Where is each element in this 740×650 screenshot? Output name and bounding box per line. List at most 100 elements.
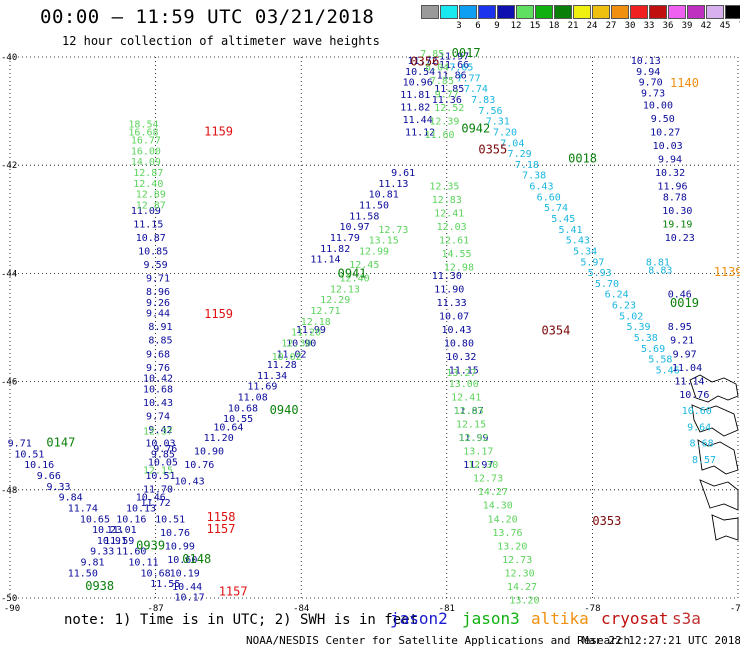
- wave-height-value: 10.32: [446, 352, 476, 363]
- wave-height-value: 11.69: [247, 382, 277, 393]
- wave-height-value: 12.73: [378, 225, 408, 236]
- wave-height-value: 10.85: [138, 246, 168, 257]
- wave-height-value: 16.00: [131, 146, 161, 157]
- wave-height-value: 13.27: [446, 368, 476, 379]
- colorbar-label: 33: [643, 21, 655, 31]
- wave-height-value: 11.04: [672, 363, 702, 374]
- wave-height-value: 7.18: [515, 160, 539, 171]
- wave-height-value: 11.33: [437, 298, 467, 309]
- satellite-label-jason2: jason2: [390, 609, 448, 628]
- wave-height-value: 5.58: [648, 355, 672, 366]
- wave-height-value: 5.41: [559, 225, 583, 236]
- wave-height-value: 18.54: [128, 119, 158, 130]
- wave-height-value: 9.94: [636, 67, 660, 78]
- wave-height-value: 8.04: [425, 63, 449, 74]
- wave-height-value: 9.21: [670, 336, 694, 347]
- wave-height-value: 12.73: [473, 474, 503, 485]
- wave-height-value: 19.19: [662, 219, 692, 230]
- wave-height-value: 10.32: [655, 168, 685, 179]
- pass-time-label: 0147: [46, 436, 75, 450]
- wave-height-value: 16.77: [131, 136, 161, 147]
- coastline-shape: [689, 374, 739, 541]
- colorbar-swatch: [687, 5, 705, 19]
- wave-height-value: 7.74: [464, 84, 488, 95]
- wave-height-value: 13.17: [463, 447, 493, 458]
- wave-height-value: 11.02: [276, 349, 306, 360]
- wave-height-value: 10.11: [128, 558, 158, 569]
- wave-height-value: 14.55: [441, 249, 471, 260]
- wave-height-value: 12.37: [143, 427, 173, 438]
- wave-height-value: 12.83: [432, 195, 462, 206]
- wave-height-value: 9.59: [144, 260, 168, 271]
- wave-height-value: 9.71: [146, 274, 170, 285]
- wave-height-value: 8.91: [148, 322, 172, 333]
- wave-height-value: 7.65: [449, 63, 473, 74]
- colorbar-label: 39: [681, 21, 693, 31]
- colorbar-label: 6: [475, 21, 481, 31]
- wave-height-value: 14.09: [131, 157, 161, 168]
- wave-height-value: 12.73: [502, 555, 532, 566]
- wave-height-value: 14.27: [507, 582, 537, 593]
- wave-height-value: 13.00: [449, 379, 479, 390]
- y-tick-label: -44: [1, 269, 17, 279]
- wave-height-value: 5.74: [544, 203, 568, 214]
- wave-height-value: 11.09: [131, 206, 161, 217]
- wave-height-value: 7.77: [457, 73, 481, 84]
- satellite-label-cryosat: cryosat: [601, 609, 669, 628]
- wave-height-value: 9.42: [148, 425, 172, 436]
- wave-height-value: 11.08: [238, 393, 268, 404]
- wave-height-value: 9.33: [46, 482, 70, 493]
- wave-height-value: 9.76: [146, 363, 170, 374]
- wave-height-value: 12.40: [133, 179, 163, 190]
- wave-height-value: 11.60: [424, 130, 454, 141]
- wave-height-value: 9.74: [146, 411, 170, 422]
- pass-time-label: 1158: [207, 510, 236, 524]
- wave-height-value: 7.85: [420, 49, 444, 60]
- pass-time-label: 1157: [219, 584, 248, 598]
- wave-height-value: 9.61: [391, 168, 415, 179]
- wave-height-value: 12.35: [429, 182, 459, 193]
- wave-height-value: 5.70: [595, 279, 619, 290]
- wave-height-value: 12.30: [281, 338, 311, 349]
- wave-height-value: 5.69: [641, 344, 665, 355]
- pass-time-label: 0939: [136, 538, 165, 552]
- wave-height-value: 8.81: [646, 257, 670, 268]
- wave-height-value: 9.94: [658, 154, 682, 165]
- colorbar-swatch: [478, 5, 496, 19]
- wave-height-value: 10.65: [80, 514, 110, 525]
- wave-height-value: 5.39: [626, 322, 650, 333]
- wave-height-value: 11.20: [291, 328, 321, 339]
- wave-height-value: 12.13: [330, 284, 360, 295]
- wave-height-value: 11.55: [150, 579, 180, 590]
- wave-height-value: 6.60: [537, 192, 561, 203]
- wave-height-value: 13.15: [369, 236, 399, 247]
- wave-height-value: 10.19: [170, 568, 200, 579]
- wave-height-value: 10.46: [136, 493, 166, 504]
- wave-height-value: 5.34: [573, 246, 597, 257]
- wave-height-value: 10.91: [97, 536, 127, 547]
- footer-note: note: 1) Time is in UTC; 2) SWH is in fe…: [64, 612, 419, 628]
- wave-height-value: 6.23: [612, 301, 636, 312]
- wave-height-value: 12.52: [434, 103, 464, 114]
- satellite-label-jason3: jason3: [462, 609, 520, 628]
- wave-height-value: 9.68: [146, 349, 170, 360]
- wave-height-value: 12.15: [143, 466, 173, 477]
- wave-height-value: 10.13: [631, 56, 661, 67]
- wave-height-value: 14.27: [478, 487, 508, 498]
- wave-height-value: 11.70: [143, 485, 173, 496]
- pass-time-label: 1159: [204, 124, 233, 138]
- wave-height-value: 12.15: [456, 420, 486, 431]
- wave-height-value: 11.81: [400, 90, 430, 101]
- wave-height-value: 12.03: [454, 406, 484, 417]
- wave-height-value: 10.96: [403, 78, 433, 89]
- pass-time-label: 0018: [568, 151, 597, 165]
- wave-height-value: 5.02: [619, 311, 643, 322]
- wave-height-value: 9.26: [146, 298, 170, 309]
- wave-height-value: 10.03: [653, 141, 683, 152]
- wave-height-value: 5.43: [566, 236, 590, 247]
- wave-height-value: 12.30: [505, 568, 535, 579]
- wave-height-value: 10.00: [643, 100, 673, 111]
- wave-height-value: 9.44: [146, 309, 170, 320]
- wave-height-value: 9.64: [687, 422, 711, 433]
- pass-time-label: 0941: [338, 267, 367, 281]
